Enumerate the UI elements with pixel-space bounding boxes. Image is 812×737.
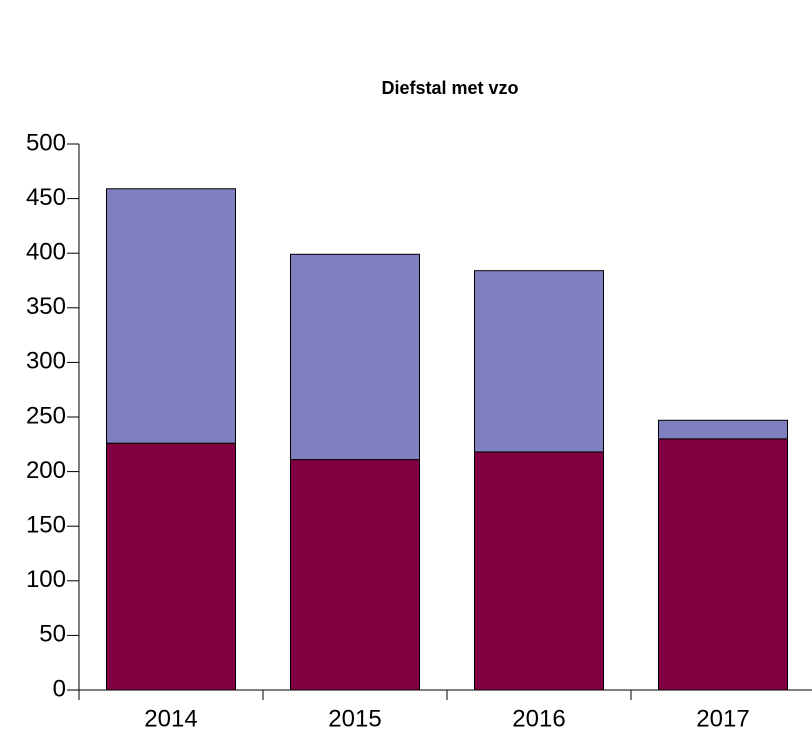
y-tick-label: 250 [26,402,66,429]
y-tick-label: 50 [39,621,66,648]
x-tick-label: 2017 [696,705,749,732]
y-tick-label: 150 [26,512,66,539]
y-tick-label: 100 [26,566,66,593]
x-tick-label: 2015 [328,705,381,732]
y-tick-label: 300 [26,348,66,375]
bar-segment [658,419,788,440]
y-tick-label: 400 [26,239,66,266]
y-tick-label: 200 [26,457,66,484]
x-tick-label: 2016 [512,705,565,732]
bar-segment [474,451,604,691]
y-tick-label: 500 [26,129,66,156]
y-tick-label: 350 [26,293,66,320]
y-tick-label: 450 [26,184,66,211]
bar-segment [658,438,788,691]
x-tick-label: 2014 [144,705,197,732]
bar-segment [474,270,604,453]
bar-segment [290,459,420,691]
bar-segment [106,188,236,444]
y-tick-label: 0 [53,675,66,702]
bar-segment [106,442,236,691]
chart-title: Diefstal met vzo [381,78,518,98]
bar-segment [290,253,420,461]
